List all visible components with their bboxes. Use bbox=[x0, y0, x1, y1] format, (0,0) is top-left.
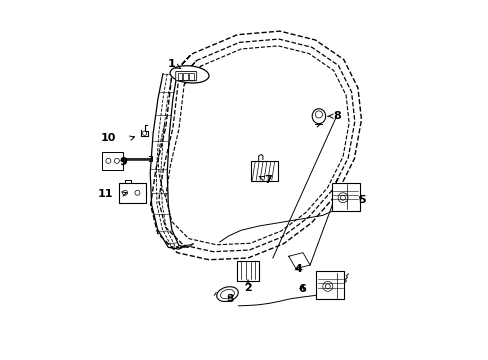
FancyBboxPatch shape bbox=[250, 161, 277, 181]
Ellipse shape bbox=[216, 287, 238, 302]
Text: 7: 7 bbox=[259, 175, 271, 185]
Text: 8: 8 bbox=[327, 111, 341, 121]
Text: 5: 5 bbox=[358, 195, 365, 205]
Ellipse shape bbox=[170, 66, 208, 83]
FancyBboxPatch shape bbox=[331, 183, 359, 211]
Text: 1: 1 bbox=[167, 59, 181, 69]
Text: 2: 2 bbox=[244, 280, 251, 293]
Text: 6: 6 bbox=[297, 284, 305, 294]
Text: 11: 11 bbox=[98, 189, 113, 199]
FancyBboxPatch shape bbox=[175, 72, 196, 81]
Ellipse shape bbox=[311, 109, 325, 123]
Text: 10: 10 bbox=[101, 133, 116, 143]
FancyBboxPatch shape bbox=[102, 152, 122, 170]
Text: 3: 3 bbox=[226, 294, 234, 304]
FancyBboxPatch shape bbox=[119, 183, 145, 203]
FancyBboxPatch shape bbox=[236, 261, 258, 281]
FancyBboxPatch shape bbox=[316, 271, 344, 300]
Text: 9: 9 bbox=[119, 157, 127, 167]
Text: 4: 4 bbox=[294, 264, 302, 274]
